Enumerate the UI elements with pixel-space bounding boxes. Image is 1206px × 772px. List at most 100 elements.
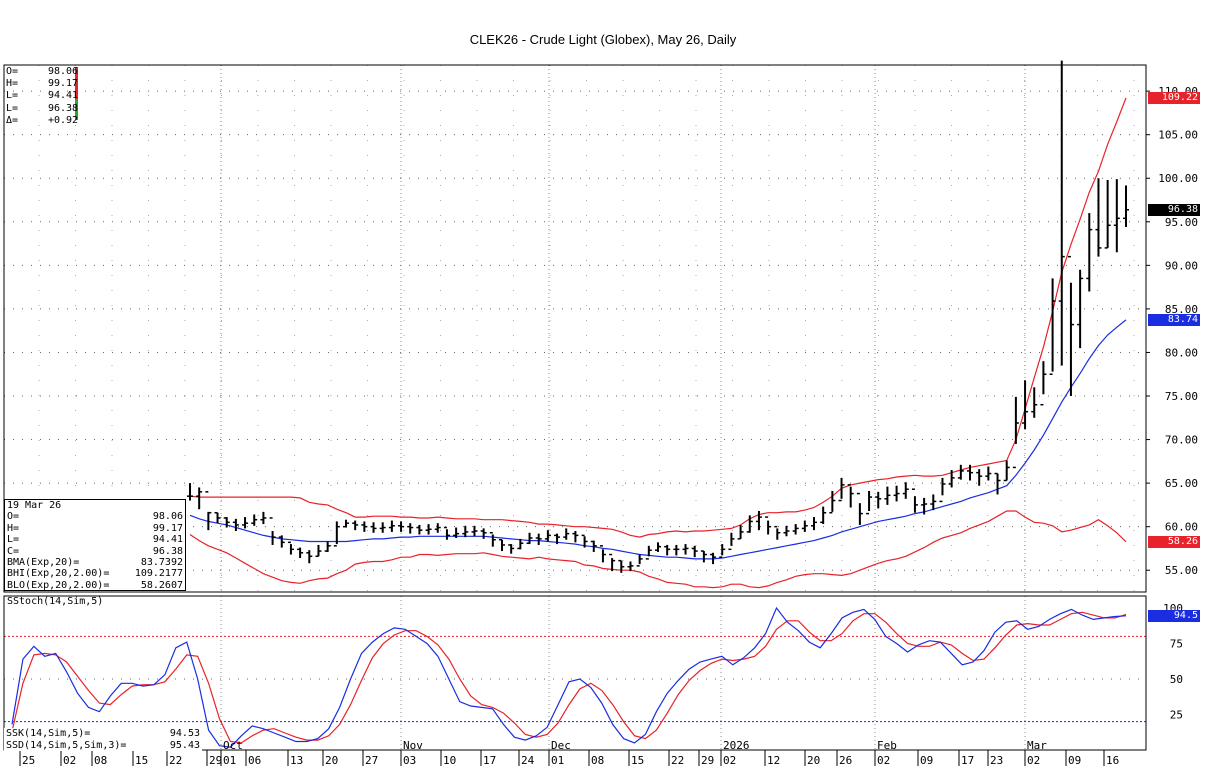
ohlc-bar: [214, 511, 221, 524]
day-label: 24: [521, 754, 535, 767]
stochastic-value-label: SSK(14,Sim,5)=: [6, 728, 91, 739]
day-label: 08: [94, 754, 107, 767]
stochastic-value: 95.43: [169, 739, 200, 751]
ohlc-bar: [508, 544, 515, 554]
price-axis-label: 105.00: [1158, 129, 1198, 142]
ohlc-bar: [875, 491, 882, 509]
ohlc-bar: [673, 544, 680, 556]
bollinger-lower-line: [189, 510, 1127, 589]
info-value: 83.7392: [140, 557, 183, 569]
ohlc-bar: [352, 520, 359, 531]
day-label: 06: [248, 754, 261, 767]
ohlc-bar: [554, 533, 561, 545]
ohlc-bar: [737, 524, 744, 540]
day-label: 15: [135, 754, 148, 767]
readout-label: H=: [6, 78, 19, 90]
ohlc-bar: [388, 520, 395, 532]
ohlc-bar: [719, 544, 726, 558]
ohlc-bar: [1123, 185, 1129, 227]
day-label: 15: [631, 754, 644, 767]
stochastic-label: SStoch(14,Sim,5): [7, 596, 104, 607]
ohlc-bar: [471, 525, 478, 537]
ohlc-bar: [957, 464, 964, 480]
ohlc-bar: [306, 550, 313, 564]
ohlc-bar: [682, 544, 689, 555]
day-label: 22: [169, 754, 182, 767]
ohlc-bar: [1003, 460, 1010, 482]
readout-label: Δ=: [6, 114, 19, 126]
month-label: Dec: [551, 739, 571, 752]
info-label: BLO(Exp,20,2.00)=: [7, 579, 110, 591]
ohlc-bar: [526, 532, 533, 545]
day-label: 27: [365, 754, 378, 767]
ohlc-bar: [480, 528, 487, 539]
ohlc-bar: [976, 469, 983, 486]
bollinger-bands: [189, 97, 1127, 589]
ohlc-bar: [746, 515, 753, 533]
readout-row: Δ= +0.92: [6, 115, 78, 127]
price-axis-label: 90.00: [1165, 259, 1198, 272]
day-label: 17: [483, 754, 496, 767]
ohlc-bar: [967, 464, 973, 481]
ohlc-bar: [269, 517, 276, 545]
day-label: 02: [63, 754, 76, 767]
day-label: 12: [767, 754, 780, 767]
price-axis-label: 95.00: [1165, 216, 1198, 229]
ohlc-bar: [434, 523, 441, 533]
high-swatch: [75, 67, 78, 87]
info-box: 19 Mar 26 O= 98.06 H= 99.17 L= 94.41 C= 96.38 BM…: [4, 499, 186, 591]
day-label: 23: [990, 754, 1003, 767]
ohlc-bar: [847, 484, 854, 508]
ohlc-bar: [517, 538, 524, 550]
ohlc-bar: [425, 524, 432, 535]
ohlc-bar: [866, 490, 873, 515]
stochastic-axis-label: 25: [1170, 709, 1183, 722]
date-axis-labels: 25 02 08 15 22 29 01 06 13 20 27 03 10 17 24 01 08 15 22 29…: [4, 739, 1146, 767]
ohlc-bar: [324, 541, 331, 552]
readout-label: L=: [6, 102, 19, 114]
price-axis-label: 55.00: [1165, 564, 1198, 577]
readout-label: L=: [6, 90, 19, 102]
price-panel-frame: [3, 64, 1147, 593]
day-label: 10: [443, 754, 456, 767]
ohlc-bar: [1077, 269, 1084, 349]
info-label: L=: [7, 534, 20, 546]
ohlc-bar: [700, 550, 707, 563]
bollinger-upper-line: [189, 97, 1127, 538]
ohlc-bar: [1067, 255, 1074, 397]
ohlc-bar: [994, 472, 1001, 495]
ohlc-bar: [343, 519, 349, 528]
info-date-text: 19 Mar 26: [7, 500, 62, 511]
ohlc-bar: [187, 483, 193, 501]
readout-row: O= 98.06: [6, 66, 78, 78]
info-row: C= 96.38: [5, 546, 185, 557]
ohlc-bar: [645, 545, 652, 560]
ohlc-bar: [1113, 179, 1120, 253]
ohlc-bar: [1022, 380, 1029, 430]
info-label: BMA(Exp,20)=: [7, 557, 80, 569]
ohlc-bar: [636, 554, 643, 567]
readout-value: 94.41: [47, 90, 79, 102]
ohlc-bar: [278, 535, 285, 548]
day-label: 08: [591, 754, 604, 767]
day-label: 09: [920, 754, 933, 767]
ohlc-bar: [765, 516, 772, 535]
ohlc-bar: [232, 518, 239, 532]
ohlc-readout: O= 98.06 H= 99.17 L= 94.41 L= 96.38 Δ= +0.92: [6, 66, 78, 127]
ohlc-bar: [1095, 178, 1102, 257]
ohlc-bar: [489, 532, 496, 547]
ohlc-bar: [453, 527, 460, 538]
ssd-line: [11, 611, 1127, 744]
month-label: Feb: [877, 739, 897, 752]
ohlc-bar: [948, 470, 955, 488]
day-label: 01: [551, 754, 564, 767]
day-label: 17: [961, 754, 974, 767]
ohlc-bar: [1040, 361, 1047, 406]
day-label: 01: [223, 754, 236, 767]
price-grid: [4, 65, 1146, 750]
day-label: 20: [325, 754, 338, 767]
info-label: BHI(Exp,20,2.00)=: [7, 568, 110, 580]
readout-row: L= 96.38: [6, 103, 78, 115]
info-value: 98.06: [152, 511, 183, 523]
